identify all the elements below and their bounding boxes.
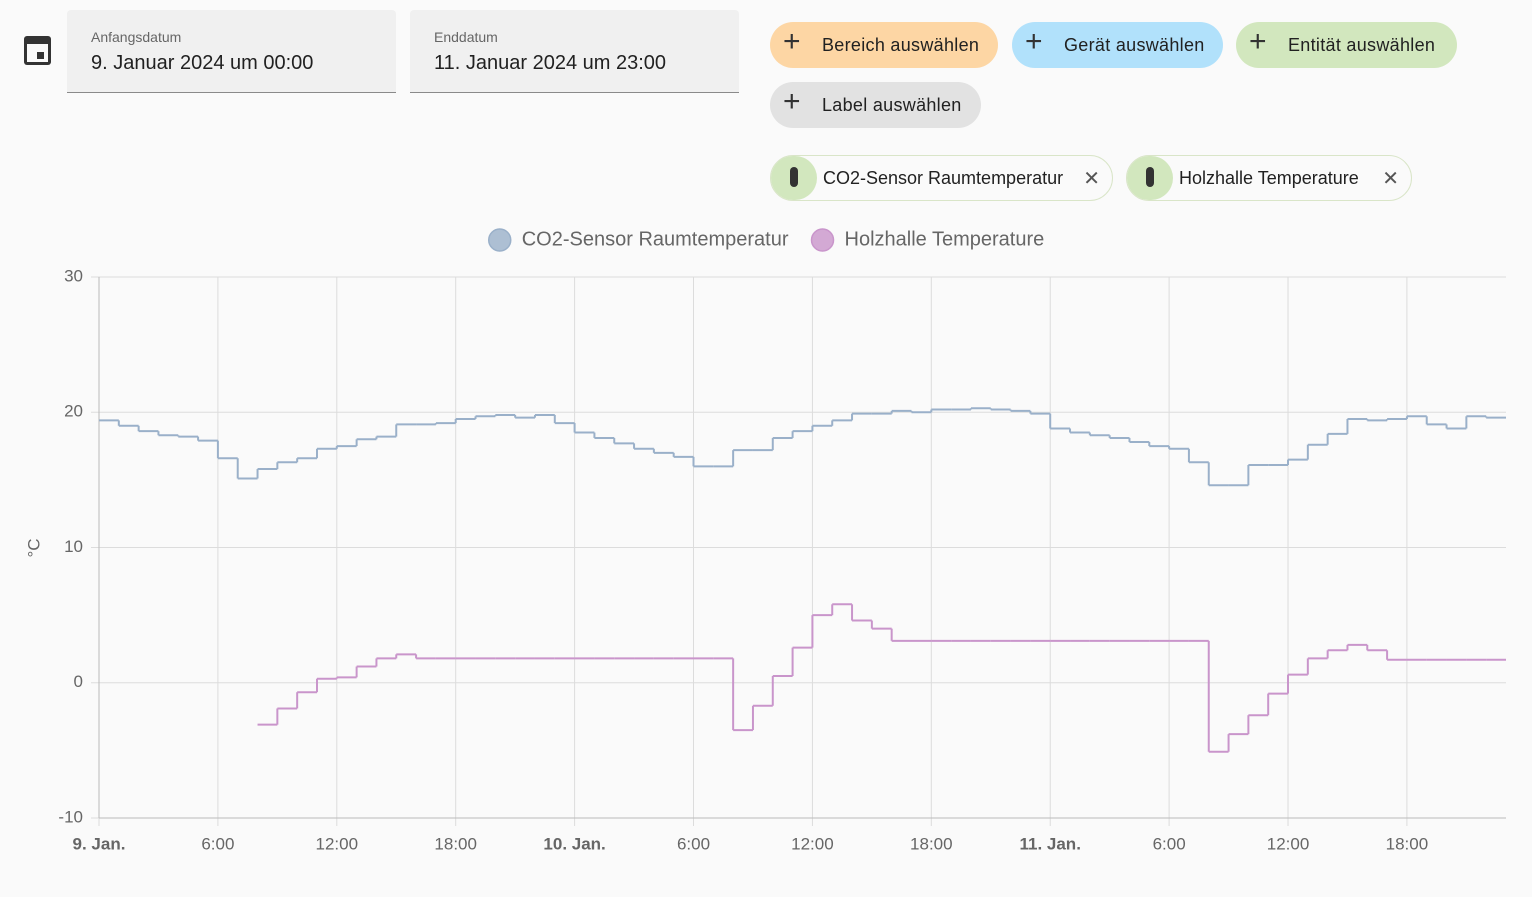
start-date[interactable]: Anfangsdatum 9. Januar 2024 um 00:00	[67, 10, 396, 93]
x-tick-label: 6:00	[201, 834, 234, 853]
target-button[interactable]: Entität auswählen	[1236, 22, 1457, 68]
calendar-day	[37, 52, 44, 59]
x-tick-label: 18:00	[910, 834, 953, 853]
x-tick-label: 10. Jan.	[543, 834, 605, 853]
end-date[interactable]: Enddatum 11. Januar 2024 um 23:00	[410, 10, 739, 93]
x-tick-label: 18:00	[434, 834, 477, 853]
thermometer-icon	[771, 156, 817, 200]
field-value: 9. Januar 2024 um 00:00	[91, 52, 314, 74]
legend-label: Holzhalle Temperature	[845, 228, 1045, 250]
y-tick-label: 0	[74, 672, 83, 691]
entity-chip[interactable]: Holzhalle Temperature ✕	[1126, 155, 1412, 201]
legend-label: CO2-Sensor Raumtemperatur	[522, 228, 789, 250]
x-tick-label: 18:00	[1386, 834, 1429, 853]
y-tick-label: -10	[58, 807, 83, 826]
x-tick-label: 6:00	[677, 834, 710, 853]
x-tick-label: 12:00	[316, 834, 359, 853]
x-tick-label: 9. Jan.	[73, 834, 126, 853]
field-label: Enddatum	[434, 29, 498, 45]
remove-button[interactable]: ✕	[1382, 167, 1399, 190]
target-button[interactable]: Gerät auswählen	[1012, 22, 1223, 68]
field-value: 11. Januar 2024 um 23:00	[434, 52, 667, 74]
target-button[interactable]: Bereich auswählen	[770, 22, 998, 68]
x-tick-label: 6:00	[1153, 834, 1186, 853]
remove-button[interactable]: ✕	[1083, 167, 1100, 190]
y-tick-label: 10	[64, 537, 83, 556]
y-tick-label: 20	[64, 402, 83, 421]
chip-label: CO2-Sensor Raumtemperatur	[823, 167, 1064, 188]
field-label: Anfangsdatum	[91, 29, 182, 45]
x-tick-label: 11. Jan.	[1019, 834, 1080, 853]
x-tick-label: 12:00	[791, 834, 834, 853]
entity-chip[interactable]: CO2-Sensor Raumtemperatur ✕	[770, 155, 1113, 201]
y-tick-label: 30	[64, 266, 83, 285]
thermometer-icon	[1127, 156, 1173, 200]
calendar-icon[interactable]	[24, 36, 51, 65]
target-button[interactable]: Label auswählen	[770, 82, 981, 128]
y-axis-label: °C	[24, 538, 43, 557]
legend-marker	[487, 228, 512, 252]
legend-marker	[810, 228, 835, 252]
chip-label: Holzhalle Temperature	[1179, 167, 1359, 188]
x-tick-label: 12:00	[1267, 834, 1310, 853]
